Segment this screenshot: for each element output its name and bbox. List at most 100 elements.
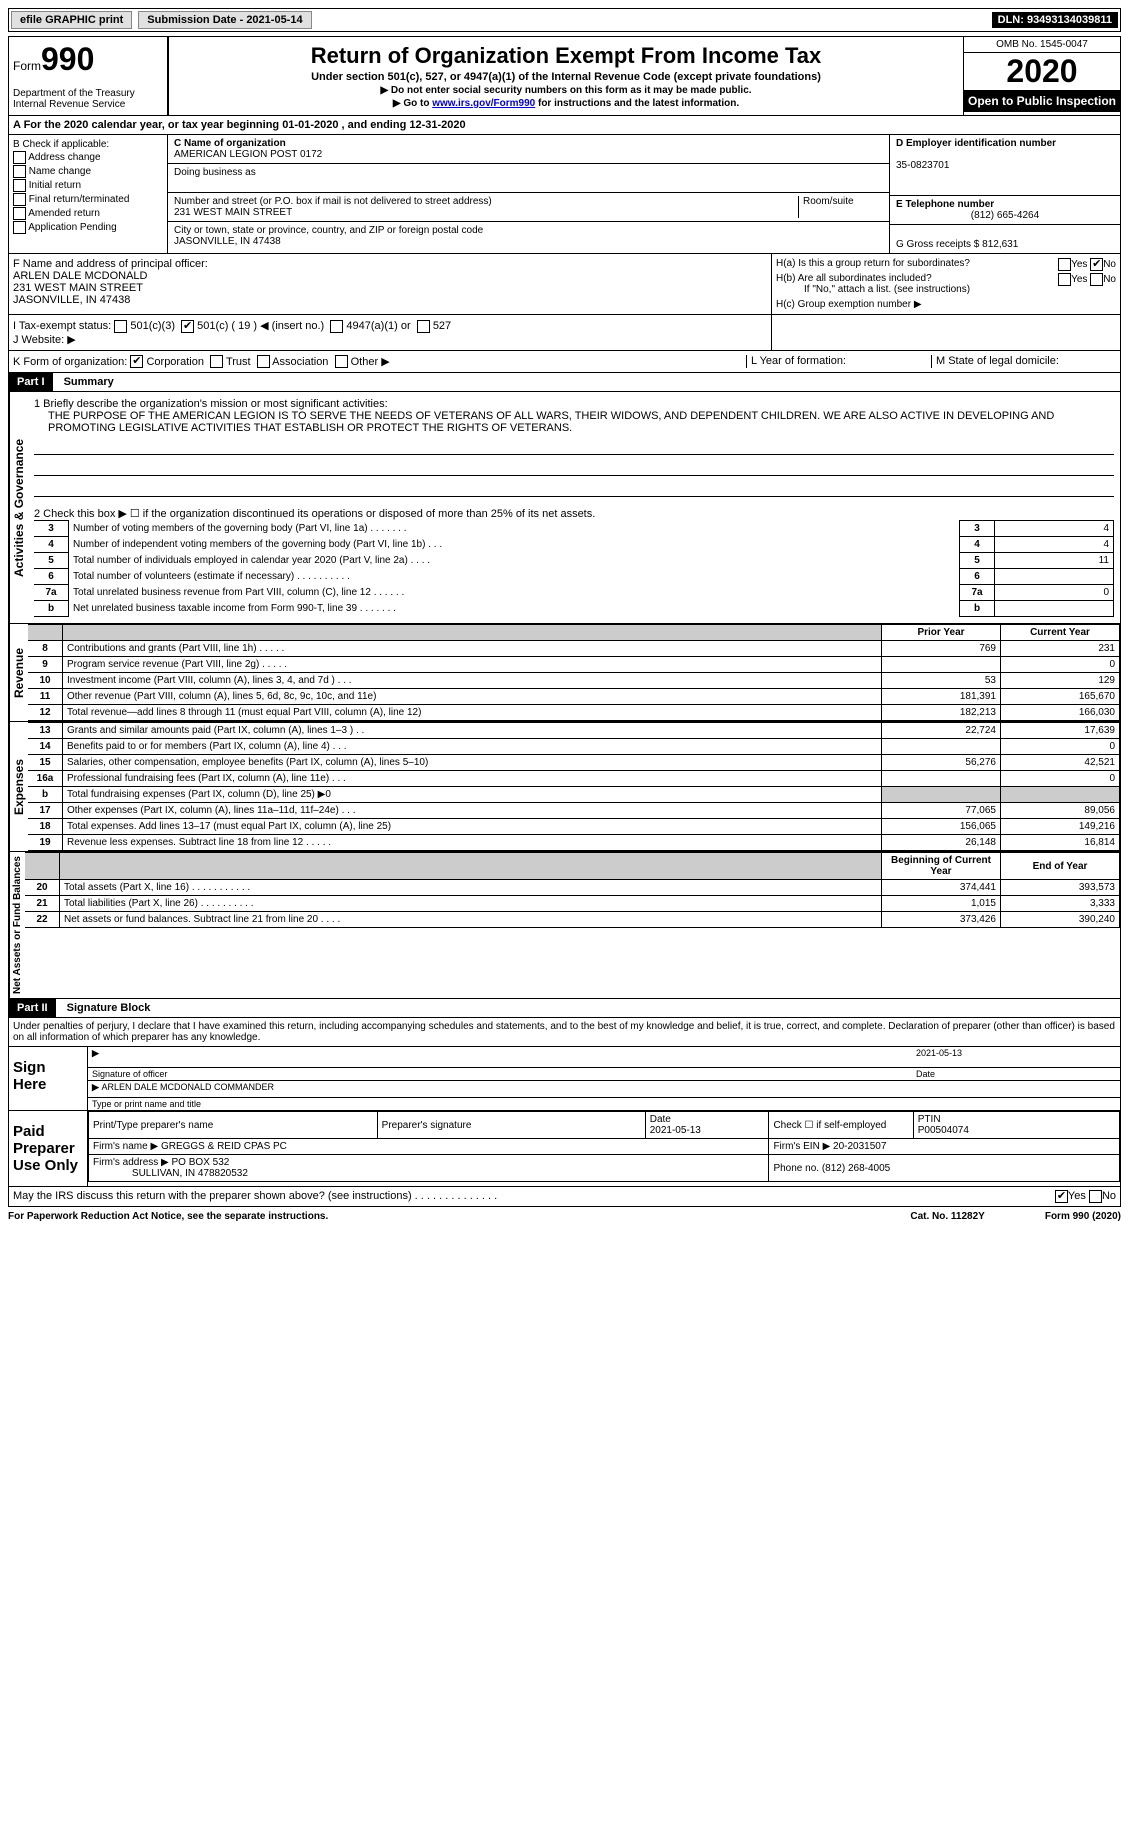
i-label: I Tax-exempt status: xyxy=(13,320,111,332)
line-b: bTotal fundraising expenses (Part IX, co… xyxy=(28,787,1120,803)
part-ii-header-row: Part II Signature Block xyxy=(8,999,1121,1018)
submission-date-button[interactable]: Submission Date - 2021-05-14 xyxy=(138,11,311,29)
irs-link[interactable]: www.irs.gov/Form990 xyxy=(432,98,535,109)
exp-vert-label: Expenses xyxy=(9,722,28,851)
line-9: 9Program service revenue (Part VIII, lin… xyxy=(28,657,1120,673)
sign-here-row: Sign Here ▶ 2021-05-13 Signature of offi… xyxy=(8,1047,1121,1111)
hb-no-cb[interactable] xyxy=(1090,273,1103,286)
open-inspection: Open to Public Inspection xyxy=(964,90,1120,112)
gov-line-5: 5Total number of individuals employed in… xyxy=(34,553,1114,569)
col-c-org-info: C Name of organization AMERICAN LEGION P… xyxy=(168,135,889,253)
line-20: 20Total assets (Part X, line 16) . . . .… xyxy=(25,880,1120,896)
f-label: F Name and address of principal officer: xyxy=(13,258,208,270)
cb-501c[interactable] xyxy=(181,320,194,333)
cb-trust[interactable] xyxy=(210,355,223,368)
cb-other[interactable] xyxy=(335,355,348,368)
top-bar: efile GRAPHIC print Submission Date - 20… xyxy=(8,8,1121,32)
discuss-no-cb[interactable] xyxy=(1089,1190,1102,1203)
line-15: 15Salaries, other compensation, employee… xyxy=(28,755,1120,771)
ptin-label: PTIN xyxy=(918,1114,941,1125)
line-11: 11Other revenue (Part VIII, column (A), … xyxy=(28,689,1120,705)
room-label: Room/suite xyxy=(803,196,854,207)
cb-assoc[interactable] xyxy=(257,355,270,368)
line-18: 18Total expenses. Add lines 13–17 (must … xyxy=(28,819,1120,835)
firm-addr2: SULLIVAN, IN 478820532 xyxy=(132,1168,248,1179)
hb-yes-cb[interactable] xyxy=(1058,273,1071,286)
prep-date-label: Date xyxy=(650,1114,671,1125)
cb-name-change[interactable]: Name change xyxy=(13,165,163,178)
form-990-text: 990 xyxy=(41,41,94,77)
prep-print-label: Print/Type preparer's name xyxy=(89,1112,378,1139)
cb-4947[interactable] xyxy=(330,320,343,333)
discuss-row: May the IRS discuss this return with the… xyxy=(8,1187,1121,1207)
mission-text: THE PURPOSE OF THE AMERICAN LEGION IS TO… xyxy=(34,410,1114,434)
name-title-label: Type or print name and title xyxy=(88,1098,1120,1110)
rev-table: Prior YearCurrent Year8Contributions and… xyxy=(28,624,1120,721)
gov-table: 3Number of voting members of the governi… xyxy=(34,520,1114,617)
firm-phone: (812) 268-4005 xyxy=(822,1163,890,1174)
firm-addr-label: Firm's address ▶ xyxy=(93,1157,169,1168)
firm-ein-label: Firm's EIN ▶ xyxy=(773,1141,830,1152)
form-number: Form990 xyxy=(13,41,163,78)
org-name-label: C Name of organization xyxy=(174,138,286,149)
footer-mid: Cat. No. 11282Y xyxy=(910,1211,984,1222)
efile-print-button[interactable]: efile GRAPHIC print xyxy=(11,11,132,29)
year-box: OMB No. 1545-0047 2020 Open to Public In… xyxy=(964,37,1120,115)
cb-amended[interactable]: Amended return xyxy=(13,207,163,220)
cb-address-change[interactable]: Address change xyxy=(13,151,163,164)
cb-501c3[interactable] xyxy=(114,320,127,333)
firm-phone-label: Phone no. xyxy=(773,1163,819,1174)
discuss-yes-cb[interactable] xyxy=(1055,1190,1068,1203)
hb-pre: H(b) xyxy=(776,273,795,284)
line-8: 8Contributions and grants (Part VIII, li… xyxy=(28,641,1120,657)
line-12: 12Total revenue—add lines 8 through 11 (… xyxy=(28,705,1120,721)
ha-yes-cb[interactable] xyxy=(1058,258,1071,271)
part-i-header-row: Part I Summary xyxy=(8,373,1121,392)
form-small: Form xyxy=(13,59,41,73)
net-vert-label: Net Assets or Fund Balances xyxy=(9,852,25,998)
part-i-title: Summary xyxy=(56,376,114,388)
form-subtitle: Under section 501(c), 527, or 4947(a)(1)… xyxy=(173,71,959,83)
firm-ein: 20-2031507 xyxy=(833,1141,886,1152)
cb-corp[interactable] xyxy=(130,355,143,368)
sig-officer-label: Signature of officer xyxy=(92,1069,916,1079)
hc-label: H(c) Group exemption number ▶ xyxy=(776,299,922,310)
row-a-tax-year: A For the 2020 calendar year, or tax yea… xyxy=(8,116,1121,135)
paid-preparer-row: Paid Preparer Use Only Print/Type prepar… xyxy=(8,1111,1121,1187)
org-city: JASONVILLE, IN 47438 xyxy=(174,236,281,247)
revenue-section: Revenue Prior YearCurrent Year8Contribut… xyxy=(8,624,1121,722)
m-label: M State of legal domicile: xyxy=(936,355,1059,367)
h-group-return: H(a) Is this a group return for subordin… xyxy=(772,254,1120,314)
gov-line-b: bNet unrelated business taxable income f… xyxy=(34,601,1114,617)
cb-final-return[interactable]: Final return/terminated xyxy=(13,193,163,206)
footer-left: For Paperwork Reduction Act Notice, see … xyxy=(8,1211,910,1222)
cb-app-pending[interactable]: Application Pending xyxy=(13,221,163,234)
line-14: 14Benefits paid to or for members (Part … xyxy=(28,739,1120,755)
prep-sig-label: Preparer's signature xyxy=(377,1112,645,1139)
tel-label: E Telephone number xyxy=(896,199,994,210)
line-22: 22Net assets or fund balances. Subtract … xyxy=(25,912,1120,928)
line-13: 13Grants and similar amounts paid (Part … xyxy=(28,723,1120,739)
org-name: AMERICAN LEGION POST 0172 xyxy=(174,149,322,160)
discuss-text: May the IRS discuss this return with the… xyxy=(13,1190,1055,1203)
part-ii-header: Part II xyxy=(9,999,56,1017)
org-address: 231 WEST MAIN STREET xyxy=(174,207,292,218)
ha-label: H(a) Is this a group return for subordin… xyxy=(776,258,970,269)
rev-vert-label: Revenue xyxy=(9,624,28,721)
form-header: Form990 Department of the Treasury Inter… xyxy=(8,36,1121,116)
dba-label: Doing business as xyxy=(174,167,256,178)
officer-addr1: 231 WEST MAIN STREET xyxy=(13,282,143,294)
exp-table: 13Grants and similar amounts paid (Part … xyxy=(28,722,1120,851)
cb-527[interactable] xyxy=(417,320,430,333)
line-17: 17Other expenses (Part IX, column (A), l… xyxy=(28,803,1120,819)
gov-line-7a: 7aTotal unrelated business revenue from … xyxy=(34,585,1114,601)
net-table: Beginning of Current YearEnd of Year20To… xyxy=(25,852,1120,928)
tax-year: 2020 xyxy=(964,53,1120,90)
page-footer: For Paperwork Reduction Act Notice, see … xyxy=(8,1211,1121,1222)
cb-initial-return[interactable]: Initial return xyxy=(13,179,163,192)
note2-post: for instructions and the latest informat… xyxy=(535,98,739,109)
q2-text: 2 Check this box ▶ ☐ if the organization… xyxy=(34,507,1114,520)
part-ii-title: Signature Block xyxy=(59,1002,151,1014)
ha-no-cb[interactable] xyxy=(1090,258,1103,271)
tax-status-row: I Tax-exempt status: 501(c)(3) 501(c) ( … xyxy=(8,315,1121,351)
